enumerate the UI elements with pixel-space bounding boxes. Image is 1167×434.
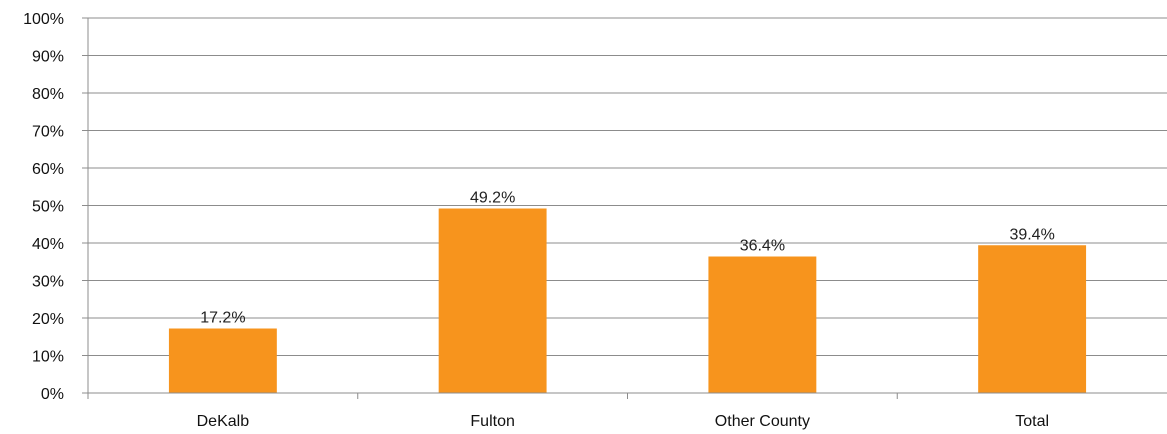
x-category-label: Other County xyxy=(715,413,810,430)
y-tick-label: 60% xyxy=(32,161,64,178)
y-tick-label: 0% xyxy=(41,386,64,403)
y-tick-label: 10% xyxy=(32,349,64,366)
y-tick-label: 100% xyxy=(23,11,64,28)
bars xyxy=(168,208,1087,393)
data-label: 39.4% xyxy=(1009,226,1054,243)
y-tick-label: 20% xyxy=(32,311,64,328)
bar-fulton xyxy=(438,208,547,393)
bar-other-county xyxy=(708,256,817,393)
bar-dekalb xyxy=(168,328,277,393)
x-category-label: Total xyxy=(1015,413,1049,430)
bar-total xyxy=(978,245,1087,393)
y-tick-label: 40% xyxy=(32,236,64,253)
data-label: 49.2% xyxy=(470,190,515,207)
gridlines xyxy=(88,17,1167,356)
data-label: 17.2% xyxy=(200,310,245,327)
y-tick-label: 90% xyxy=(32,49,64,66)
x-category-label: Fulton xyxy=(470,413,514,430)
y-tick-label: 30% xyxy=(32,274,64,291)
data-label: 36.4% xyxy=(740,238,785,255)
y-tick-label: 50% xyxy=(32,199,64,216)
x-category-label: DeKalb xyxy=(197,413,250,430)
axes xyxy=(82,17,1167,399)
y-tick-label: 80% xyxy=(32,86,64,103)
y-tick-label: 70% xyxy=(32,124,64,141)
labels: 0% 10% 20% 30% 40% 50% 60% 70% 80% 90% 100% 17.2% De… xyxy=(23,11,1055,430)
